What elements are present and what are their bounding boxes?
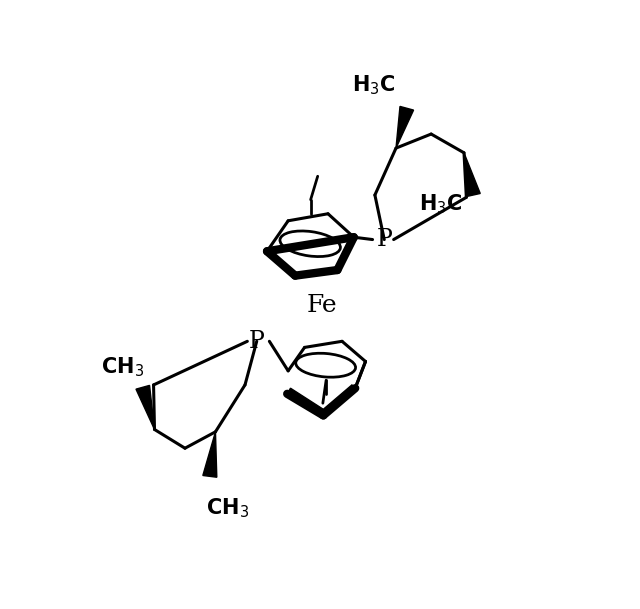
- Text: H$_3$C: H$_3$C: [419, 192, 462, 216]
- Text: P: P: [249, 330, 265, 353]
- Text: CH$_3$: CH$_3$: [101, 356, 144, 379]
- Text: CH$_3$: CH$_3$: [205, 496, 249, 520]
- Polygon shape: [464, 153, 480, 197]
- Polygon shape: [136, 385, 154, 429]
- Text: Fe: Fe: [307, 294, 337, 317]
- Text: H$_3$C: H$_3$C: [352, 73, 396, 97]
- Text: P: P: [376, 228, 392, 251]
- Polygon shape: [396, 107, 413, 148]
- Polygon shape: [203, 432, 217, 477]
- Polygon shape: [287, 385, 355, 415]
